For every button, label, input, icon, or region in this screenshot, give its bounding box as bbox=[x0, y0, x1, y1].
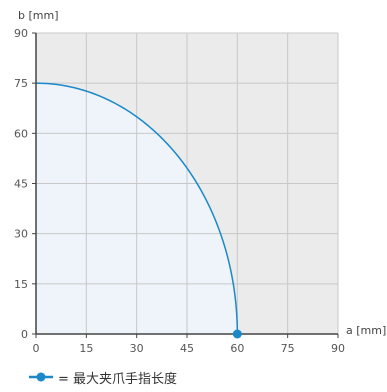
x-axis-title: a [mm] bbox=[346, 324, 386, 337]
x-tick-label: 30 bbox=[130, 342, 144, 355]
x-tick-label: 0 bbox=[33, 342, 40, 355]
grid bbox=[36, 32, 339, 334]
x-tick-label: 60 bbox=[230, 342, 244, 355]
y-tick-label: 90 bbox=[14, 27, 28, 40]
y-tick-label: 60 bbox=[14, 127, 28, 140]
y-tick-label: 15 bbox=[14, 278, 28, 291]
y-tick-label: 0 bbox=[21, 328, 28, 341]
legend-label: = 最大夹爪手指长度 bbox=[58, 371, 178, 387]
max-finger-length-curve bbox=[35, 82, 239, 335]
y-tick-label: 75 bbox=[14, 77, 28, 90]
legend-marker-icon bbox=[29, 372, 53, 382]
chart: 0 15 30 45 60 75 90 0 15 30 45 60 75 90 b [mm] a [mm] bbox=[14, 9, 386, 355]
y-tick-label: 45 bbox=[14, 178, 28, 191]
x-tick-label: 90 bbox=[331, 342, 345, 355]
curve-endpoint-marker bbox=[232, 329, 242, 339]
x-tick-label: 15 bbox=[79, 342, 93, 355]
x-tick-label: 75 bbox=[281, 342, 295, 355]
y-tick-label: 30 bbox=[14, 228, 28, 241]
y-axis-title: b [mm] bbox=[18, 9, 59, 22]
x-tick-label: 45 bbox=[180, 342, 194, 355]
legend: = 最大夹爪手指长度 bbox=[28, 366, 177, 388]
ticks: 0 15 30 45 60 75 90 0 15 30 45 60 75 90 bbox=[14, 27, 345, 355]
